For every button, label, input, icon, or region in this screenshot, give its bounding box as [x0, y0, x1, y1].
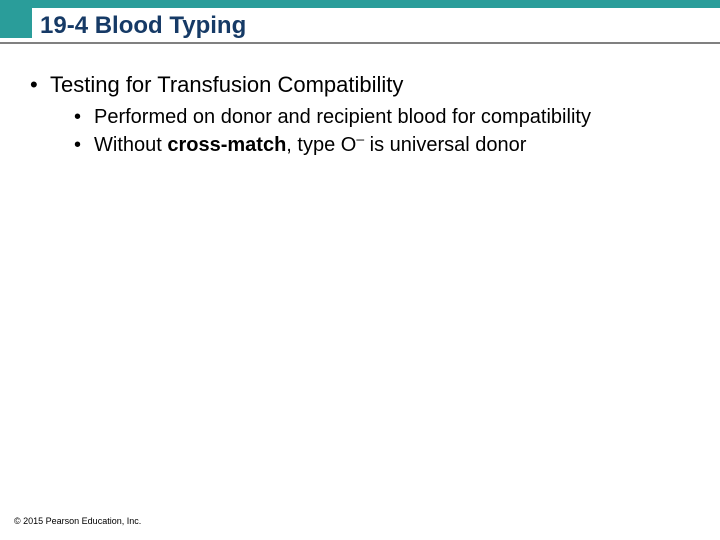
title-row: 19-4 Blood Typing [0, 8, 720, 40]
top-accent-bar [0, 0, 720, 8]
bullet-level2: • Performed on donor and recipient blood… [74, 104, 690, 130]
content-area: • Testing for Transfusion Compatibility … [0, 44, 720, 158]
bullet-level2: • Without cross-match, type O– is univer… [74, 132, 690, 158]
text-mid: , type O [286, 134, 356, 156]
text-suffix: is universal donor [364, 134, 526, 156]
copyright-text: © 2015 Pearson Education, Inc. [14, 516, 141, 526]
bullet-level2-text: Performed on donor and recipient blood f… [94, 104, 591, 130]
slide-title: 19-4 Blood Typing [32, 8, 246, 40]
bullet-glyph: • [74, 104, 94, 130]
bullet-level1-text: Testing for Transfusion Compatibility [50, 72, 403, 98]
bullet-glyph: • [74, 132, 94, 158]
text-bold: cross-match [167, 134, 286, 156]
title-accent-block [0, 8, 32, 38]
text-superscript: – [356, 130, 364, 146]
text-prefix: Without [94, 134, 167, 156]
bullet-glyph: • [30, 72, 50, 98]
bullet-level2-text: Without cross-match, type O– is universa… [94, 132, 526, 158]
bullet-level1: • Testing for Transfusion Compatibility [30, 72, 690, 98]
